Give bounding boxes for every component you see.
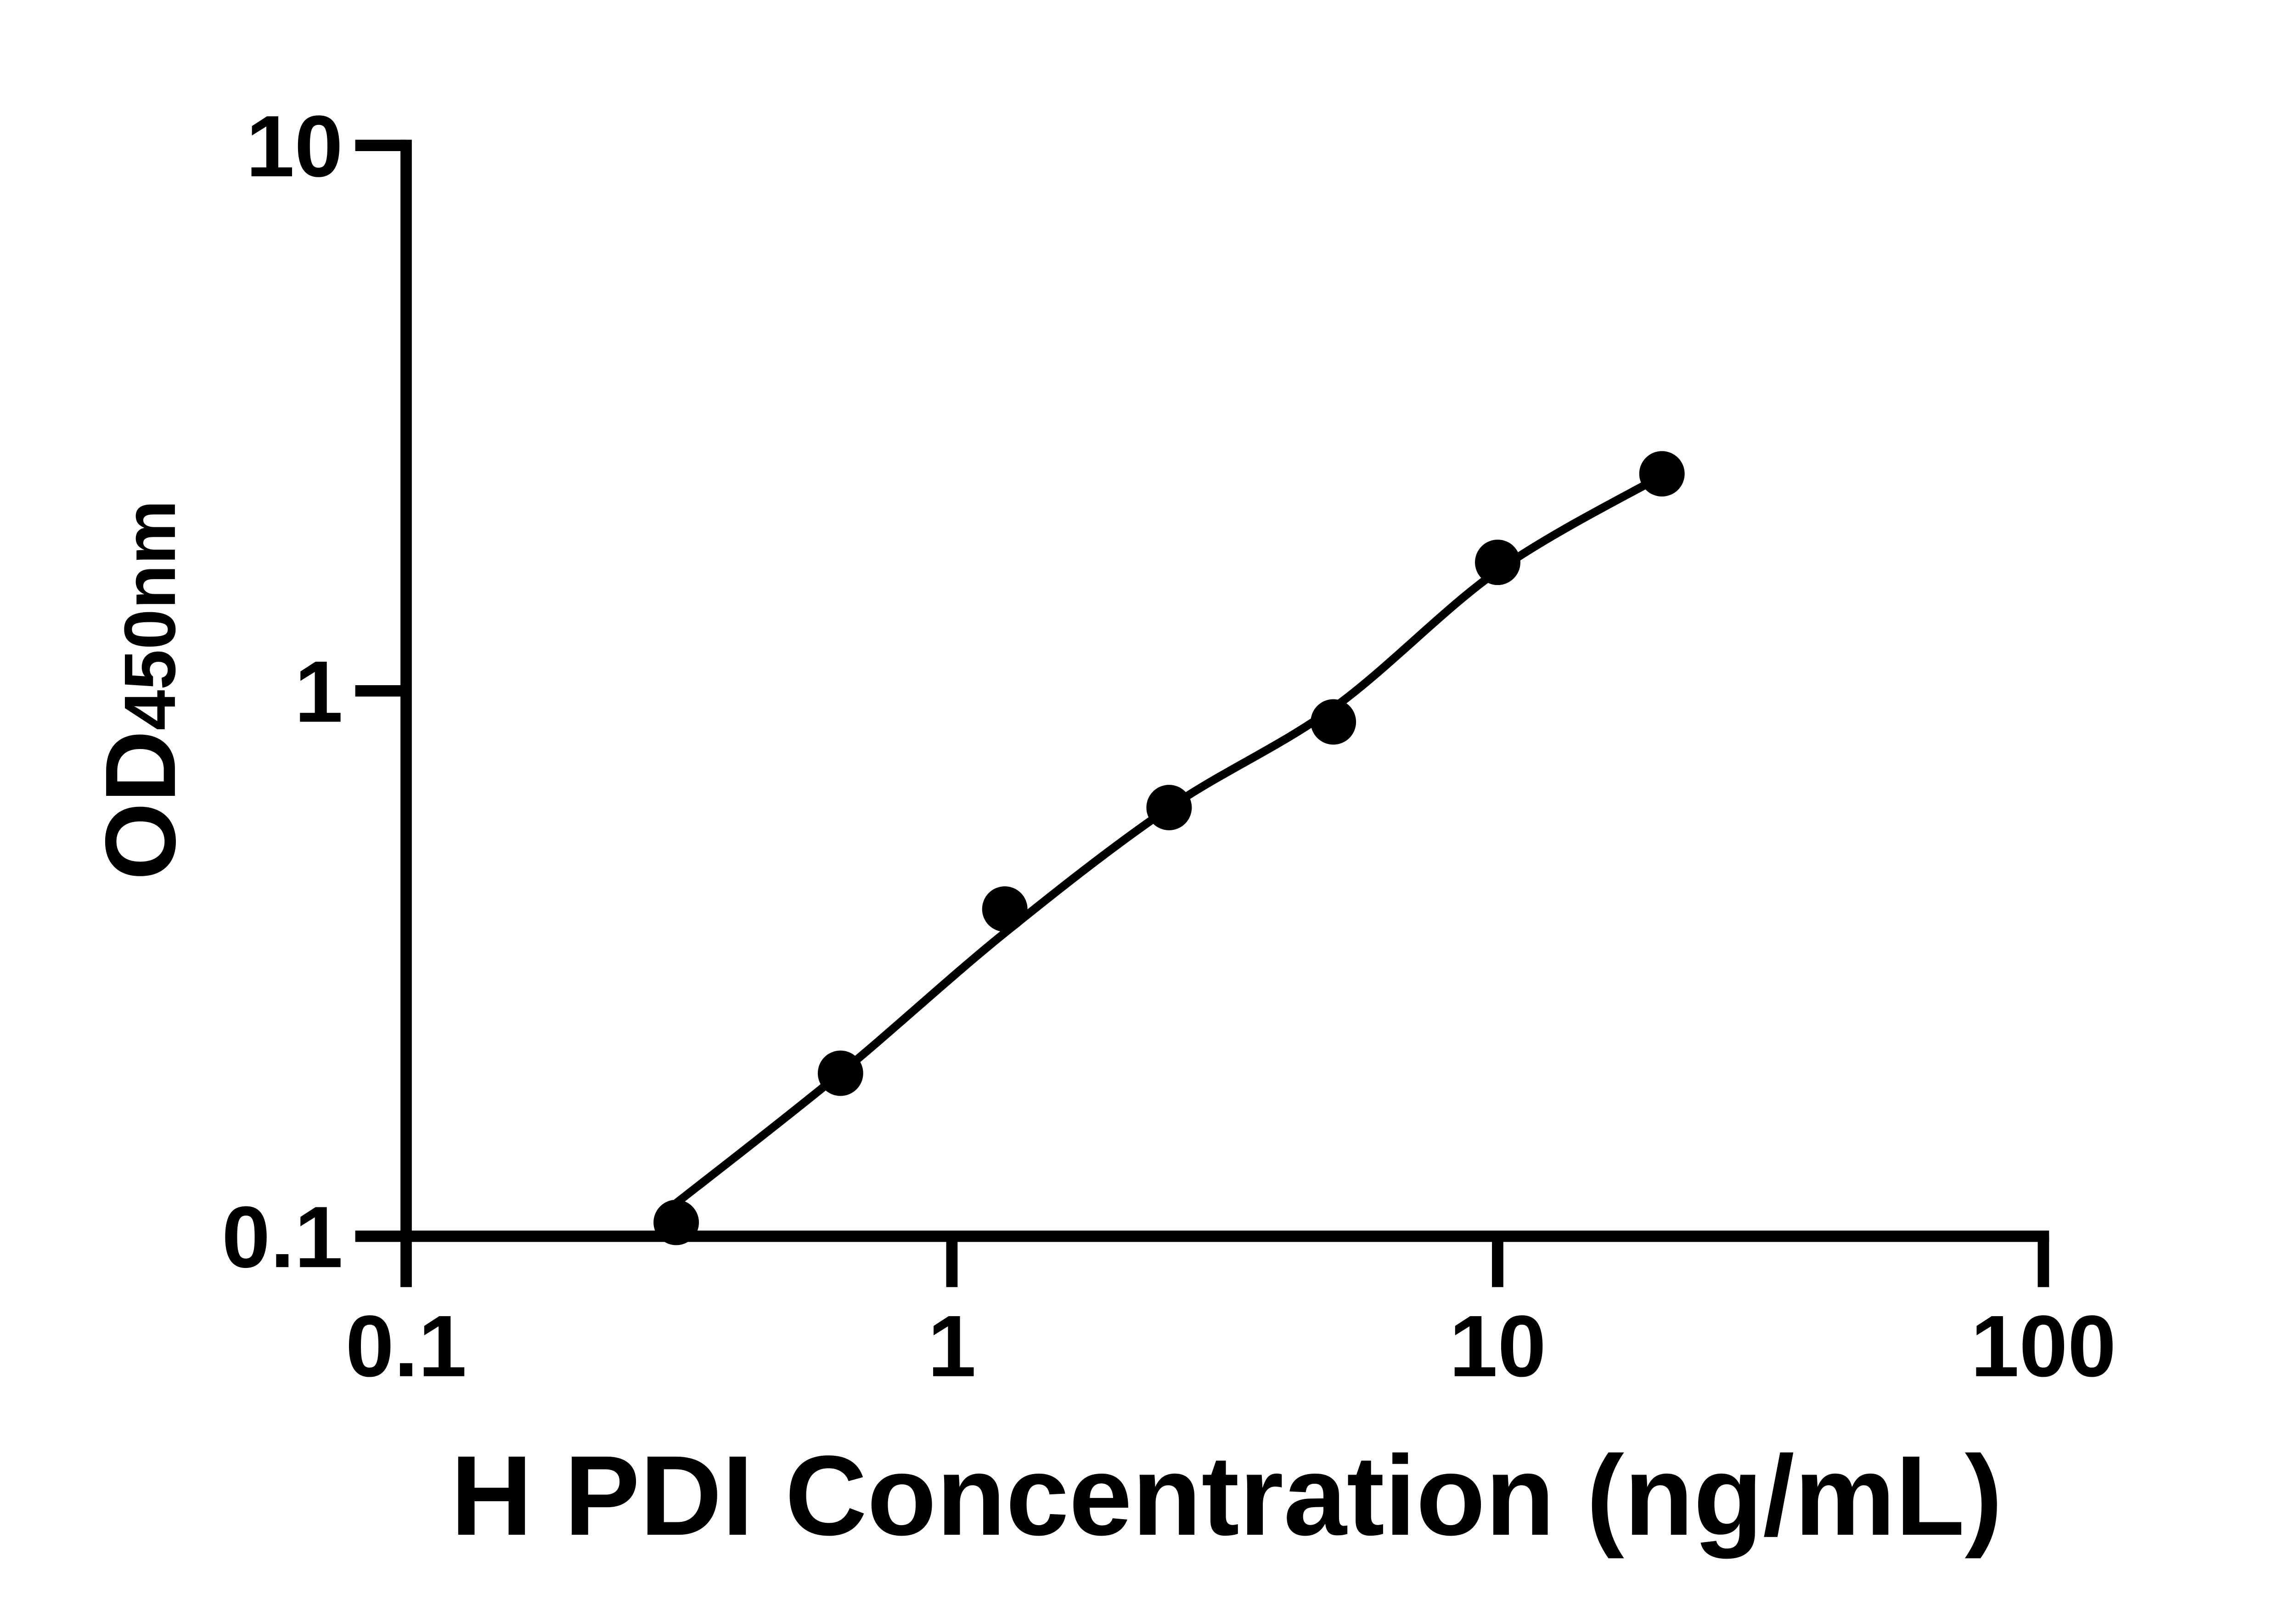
y-axis-title-subscript: 450nm (109, 500, 191, 731)
y-tick-label: 1 (294, 643, 343, 741)
x-tick-label: 0.1 (345, 1298, 467, 1395)
fit-curve-layer (672, 471, 1666, 1207)
data-point (1639, 451, 1685, 497)
data-point (982, 886, 1028, 932)
axes-layer: 0.1 1 10 100 0.1 1 10 (222, 98, 2116, 1395)
x-tick-label: 1 (928, 1298, 976, 1395)
y-tick-label: 0.1 (222, 1188, 343, 1286)
labels-layer: H PDI Concentration (ng/mL) OD450nm (85, 500, 2003, 1559)
data-point (1146, 785, 1192, 830)
x-tick-label: 10 (1449, 1298, 1546, 1395)
data-point (653, 1200, 699, 1245)
fit-curve (672, 471, 1666, 1207)
y-axis-title: OD450nm (85, 500, 197, 880)
y-tick-label: 10 (246, 98, 343, 195)
x-tick-label: 100 (1970, 1298, 2116, 1395)
x-axis-title: H PDI Concentration (ng/mL) (450, 1432, 2003, 1559)
data-points-layer (653, 451, 1685, 1245)
data-point (1475, 540, 1520, 586)
y-axis-title-main: OD (85, 730, 197, 880)
data-point (817, 1050, 863, 1096)
data-point (1311, 699, 1356, 745)
